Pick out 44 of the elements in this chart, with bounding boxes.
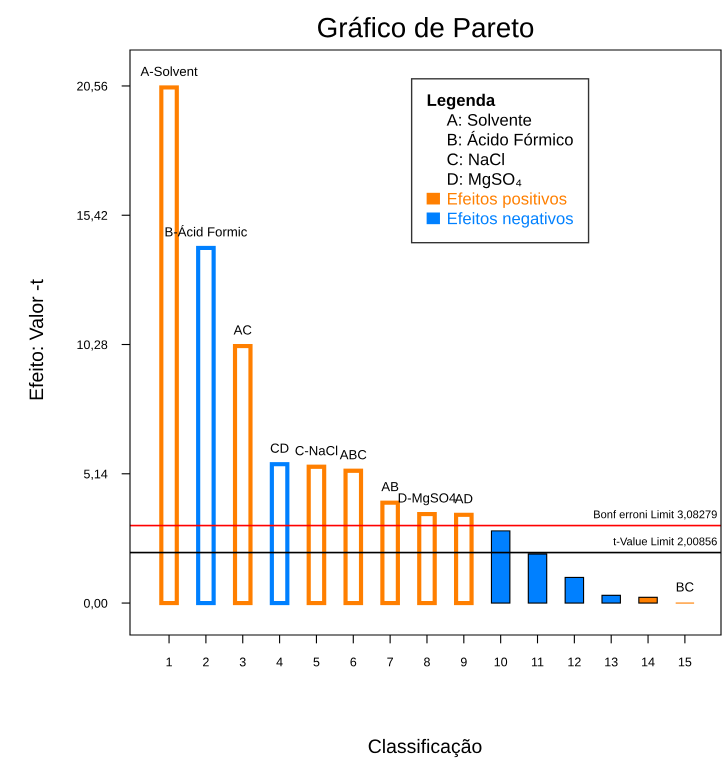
annotation: AC bbox=[234, 325, 252, 335]
x-tick-label: 10 bbox=[494, 658, 508, 666]
x-tick-label: 3 bbox=[240, 658, 246, 666]
x-tick-label: 11 bbox=[532, 658, 544, 666]
annotation: D-MgSO4 bbox=[398, 493, 456, 506]
y-tick-label: 10,28 bbox=[77, 340, 108, 351]
ref-line-label: Bonf erroni Limit 3,08279 bbox=[594, 510, 717, 520]
legend-label: Efeitos positivos bbox=[448, 192, 566, 208]
y-tick-label: 20,56 bbox=[77, 82, 108, 92]
annotation: ABC bbox=[340, 450, 366, 460]
annotation: A: Solvente bbox=[446, 114, 532, 126]
bar bbox=[564, 576, 584, 604]
x-tick-label: 13 bbox=[605, 658, 618, 666]
annotation: A-Solvent bbox=[140, 66, 198, 76]
y-tick-label: 5,14 bbox=[84, 470, 108, 480]
legend-title: Legenda bbox=[428, 94, 496, 110]
x-tick-label: 5 bbox=[313, 658, 320, 666]
x-tick-label: 8 bbox=[424, 658, 430, 666]
x-tick-label: 15 bbox=[678, 658, 692, 666]
x-tick-label: 2 bbox=[203, 658, 209, 666]
x-tick-label: 4 bbox=[276, 658, 283, 666]
chart-title: Gráfico de Pareto bbox=[318, 16, 534, 38]
bar bbox=[601, 594, 621, 604]
x-tick-label: 6 bbox=[350, 658, 356, 666]
y-axis-title: Efeito: Valor -t bbox=[28, 279, 44, 400]
x-tick-label: 14 bbox=[642, 658, 655, 666]
y-tick-label: 15,42 bbox=[77, 211, 108, 222]
annotation: D: MgSO₄ bbox=[448, 173, 522, 188]
annotation: AD bbox=[454, 494, 472, 504]
ref-line-label: t-Value Limit 2,00856 bbox=[613, 537, 717, 547]
x-tick-label: 9 bbox=[460, 658, 467, 666]
annotation: CD bbox=[270, 443, 288, 453]
x-tick-label: 7 bbox=[387, 658, 393, 666]
y-tick-label: 0,00 bbox=[84, 598, 108, 610]
x-tick-label: 1 bbox=[166, 658, 172, 666]
annotation: BC bbox=[676, 582, 694, 592]
x-axis-title: Classificação bbox=[368, 738, 482, 758]
legend-label: Efeitos negativos bbox=[448, 212, 573, 228]
x-tick-label: 12 bbox=[568, 658, 581, 666]
annotation: C: NaCl bbox=[447, 152, 504, 166]
annotation: B: Ácido Fórmico bbox=[448, 130, 573, 146]
annotation: AB bbox=[381, 482, 398, 492]
annotation: C-NaCl bbox=[295, 446, 338, 456]
bar bbox=[638, 596, 658, 604]
